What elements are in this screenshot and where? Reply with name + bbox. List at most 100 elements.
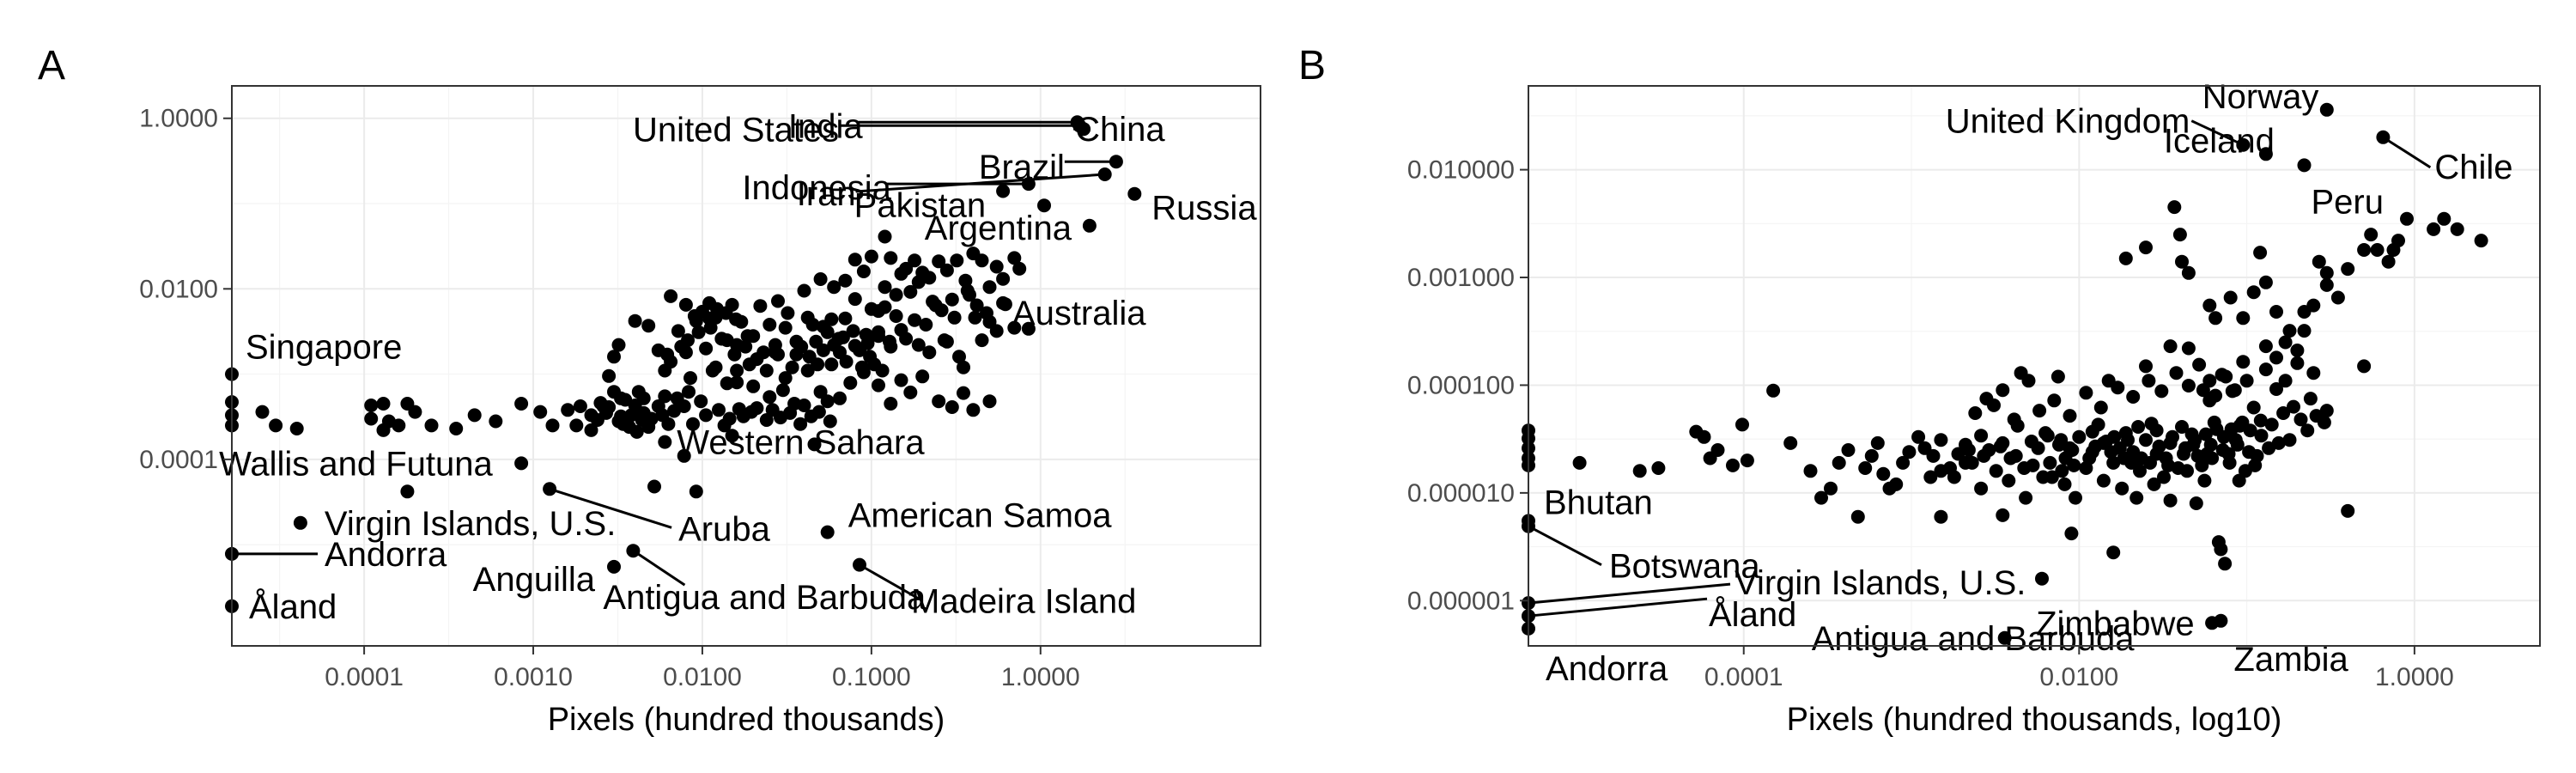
data-point xyxy=(1858,461,1873,475)
data-point xyxy=(2381,254,2396,269)
data-point xyxy=(1934,433,1948,447)
data-point xyxy=(889,309,903,323)
panel-letter: B xyxy=(1298,43,1326,88)
data-point xyxy=(2297,324,2312,338)
point-label: Zambia xyxy=(2233,641,2348,679)
data-point xyxy=(2474,234,2488,248)
label-leader-line xyxy=(632,549,686,587)
data-point xyxy=(2282,324,2297,338)
data-point xyxy=(2253,246,2268,260)
data-point xyxy=(2107,429,2122,444)
point-label: Singapore xyxy=(246,329,402,367)
data-point xyxy=(2106,545,2121,560)
data-point xyxy=(641,319,656,333)
data-point xyxy=(269,418,283,433)
data-point xyxy=(945,292,959,307)
data-point xyxy=(969,298,984,313)
data-point xyxy=(2269,350,2283,365)
x-tick-label: 0.0100 xyxy=(2039,663,2118,691)
data-point xyxy=(376,423,391,437)
data-point xyxy=(2139,240,2153,255)
data-point xyxy=(364,399,379,412)
data-point xyxy=(833,391,847,405)
point-label: Antigua and Barbuda xyxy=(1812,620,2136,658)
data-point xyxy=(894,373,908,387)
data-point xyxy=(793,417,808,431)
label-leader-line xyxy=(859,563,920,600)
data-point xyxy=(689,313,703,328)
data-point xyxy=(875,363,890,378)
point-label: Pakistan xyxy=(854,187,986,225)
data-point xyxy=(2205,451,2220,466)
data-point xyxy=(647,479,661,494)
data-point xyxy=(2253,413,2268,428)
data-point xyxy=(489,414,503,429)
labeled-data-point xyxy=(2258,147,2273,161)
labeled-data-point xyxy=(2297,158,2312,173)
point-label: Åland xyxy=(1709,595,1796,634)
data-point xyxy=(1832,455,1846,470)
data-point xyxy=(2437,211,2451,226)
data-point xyxy=(894,323,908,338)
data-point xyxy=(2330,290,2345,305)
data-point xyxy=(2040,429,2055,443)
labeled-data-point xyxy=(1097,167,1112,181)
data-point xyxy=(2208,388,2223,403)
data-point xyxy=(2250,448,2264,463)
data-point xyxy=(729,312,744,326)
data-point xyxy=(824,357,839,372)
data-point xyxy=(2118,251,2133,265)
data-point xyxy=(2246,400,2261,415)
data-point xyxy=(682,385,696,399)
labeled-data-point xyxy=(996,184,1011,198)
point-label: Norway xyxy=(2202,78,2319,116)
data-point xyxy=(2175,254,2189,269)
data-point xyxy=(2290,344,2305,357)
data-point xyxy=(813,385,828,399)
data-point xyxy=(2319,265,2334,280)
data-point xyxy=(947,310,962,325)
data-point xyxy=(561,403,575,417)
data-point xyxy=(2161,458,2176,472)
data-point xyxy=(975,333,989,348)
data-point xyxy=(683,371,697,386)
point-label: Andorra xyxy=(1546,650,1668,688)
data-point xyxy=(569,418,584,433)
data-point xyxy=(2177,447,2190,461)
data-point xyxy=(794,339,809,354)
data-point xyxy=(677,448,691,463)
data-point xyxy=(1989,464,2003,478)
data-point xyxy=(759,413,774,427)
data-point xyxy=(2238,464,2252,478)
labeled-data-point xyxy=(1997,630,2012,645)
y-tick-label: 0.000001 xyxy=(1407,587,1515,615)
labeled-data-point xyxy=(607,559,621,574)
data-point xyxy=(2008,448,2023,463)
data-point xyxy=(545,418,560,433)
data-point xyxy=(2007,412,2021,427)
data-point xyxy=(963,288,976,302)
data-point xyxy=(678,297,693,312)
data-point xyxy=(705,363,720,378)
data-point xyxy=(2189,496,2203,510)
data-point xyxy=(661,417,676,431)
data-point xyxy=(878,229,892,244)
data-point xyxy=(2142,374,2156,388)
data-point xyxy=(1710,443,1725,457)
data-point xyxy=(400,484,415,499)
data-point xyxy=(671,324,685,338)
data-point xyxy=(778,371,793,386)
label-leader-line xyxy=(2190,119,2244,147)
data-point xyxy=(2082,451,2097,466)
data-point xyxy=(957,360,970,374)
point-label: United Kingdom xyxy=(1946,103,2190,141)
data-point xyxy=(2227,383,2242,398)
data-point xyxy=(989,324,1004,338)
data-point xyxy=(2271,435,2286,450)
data-point xyxy=(1979,392,1994,406)
point-label: Western Sahara xyxy=(677,424,925,462)
point-label: Botswana xyxy=(1609,548,1760,586)
data-point xyxy=(2180,464,2194,478)
data-point xyxy=(2149,447,2164,461)
plot-frame xyxy=(231,85,1261,647)
